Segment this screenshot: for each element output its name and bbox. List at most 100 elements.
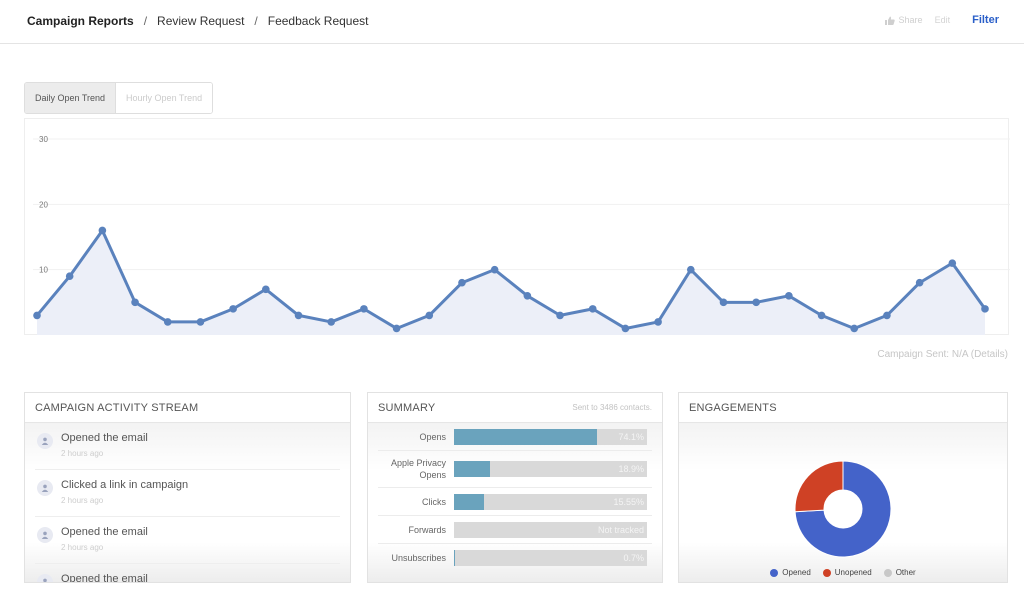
legend-dot-opened	[770, 568, 779, 577]
data-point[interactable]	[948, 259, 957, 267]
data-point[interactable]	[785, 292, 793, 300]
data-point[interactable]	[327, 318, 336, 326]
data-point[interactable]	[981, 305, 989, 313]
data-point[interactable]	[850, 324, 859, 333]
summary-row-value: 0.7%	[623, 553, 644, 563]
data-point[interactable]	[33, 311, 41, 320]
share-button[interactable]: Share	[884, 15, 923, 25]
breadcrumb-review-request[interactable]: Review Request	[157, 14, 245, 28]
data-point[interactable]	[490, 265, 499, 274]
summary-progress-bar: 74.1%	[454, 428, 647, 445]
engagements-legend: Opened Unopened Other	[679, 568, 1007, 577]
data-point[interactable]	[163, 318, 172, 326]
engagements-body: Opened Unopened Other	[679, 423, 1007, 582]
activity-item: Opened the email 2 hours ago	[35, 423, 340, 470]
data-point[interactable]	[654, 318, 662, 326]
donut-slice-unopened[interactable]	[794, 460, 844, 513]
thumbs-up-icon	[884, 16, 895, 25]
activity-time: 2 hours ago	[61, 496, 104, 505]
summary-progress-bar: Not tracked	[454, 521, 647, 538]
legend-item-other[interactable]: Other	[883, 568, 916, 577]
campaign-sent-details-link[interactable]: Campaign Sent: N/A (Details)	[877, 349, 1008, 360]
data-point[interactable]	[294, 311, 303, 320]
legend-label: Other	[895, 568, 916, 577]
activity-panel-title: CAMPAIGN ACTIVITY STREAM	[35, 401, 199, 414]
user-avatar-icon	[37, 480, 53, 496]
data-point[interactable]	[752, 298, 760, 307]
activity-time: 2 hours ago	[61, 543, 104, 552]
data-point[interactable]	[458, 278, 466, 287]
data-point[interactable]	[65, 272, 74, 280]
data-point[interactable]	[131, 298, 139, 307]
top-bar: Campaign Reports / Review Request / Feed…	[0, 0, 1024, 44]
data-point[interactable]	[915, 278, 924, 287]
activity-item: Opened the email	[35, 564, 340, 583]
user-avatar-icon	[37, 574, 53, 582]
legend-item-unopened[interactable]: Unopened	[822, 568, 872, 577]
summary-row-value: 18.9%	[618, 464, 644, 474]
breadcrumb-campaign-reports[interactable]: Campaign Reports	[27, 14, 134, 28]
summary-panel: SUMMARY Sent to 3486 contacts. Opens 74.…	[367, 392, 663, 583]
summary-progress-bar: 18.9%	[454, 461, 647, 477]
activity-time: 2 hours ago	[61, 449, 104, 458]
data-point[interactable]	[523, 292, 532, 300]
activity-item: Clicked a link in campaign 2 hours ago	[35, 470, 340, 517]
data-point[interactable]	[588, 305, 597, 313]
engagements-panel: ENGAGEMENTS Opened Unopened Other	[678, 392, 1008, 583]
y-tick-label: 30	[39, 135, 48, 144]
data-point[interactable]	[360, 305, 368, 313]
breadcrumb: Campaign Reports / Review Request / Feed…	[27, 14, 368, 28]
data-point[interactable]	[556, 311, 564, 320]
summary-row-label: Forwards	[408, 524, 446, 535]
activity-stream-list[interactable]: Opened the email 2 hours ago Clicked a l…	[25, 423, 350, 582]
summary-row-value: Not tracked	[597, 524, 644, 535]
legend-dot-other	[883, 568, 892, 577]
summary-row-label: Unsubscribes	[391, 553, 446, 563]
summary-progress-bar: 15.55%	[454, 493, 647, 510]
header-actions: Share Edit Filter	[884, 14, 999, 26]
summary-panel-header: SUMMARY Sent to 3486 contacts.	[368, 393, 662, 423]
data-point[interactable]	[392, 324, 401, 333]
y-tick-label: 20	[39, 200, 48, 209]
activity-text: Clicked a link in campaign	[61, 479, 189, 491]
summary-panel-title: SUMMARY	[378, 401, 436, 414]
summary-progress-fill	[454, 428, 597, 445]
activity-panel-header: CAMPAIGN ACTIVITY STREAM	[25, 393, 350, 423]
data-point[interactable]	[817, 311, 826, 320]
summary-sent-count: Sent to 3486 contacts.	[572, 403, 652, 412]
data-point[interactable]	[229, 305, 237, 313]
breadcrumb-separator: /	[254, 14, 258, 28]
summary-row-label: Clicks	[422, 496, 446, 507]
data-point[interactable]	[262, 285, 270, 294]
activity-text: Opened the email	[61, 526, 148, 538]
activity-text: Opened the email	[61, 573, 148, 583]
summary-row-label: Opens	[419, 431, 446, 442]
data-point[interactable]	[425, 311, 434, 320]
breadcrumb-feedback-request[interactable]: Feedback Request	[267, 14, 369, 28]
engagements-donut-chart	[794, 460, 892, 558]
trend-tabs: Daily Open Trend Hourly Open Trend	[24, 82, 214, 114]
summary-row-clicks: Clicks 15.55%	[378, 488, 652, 516]
summary-row-apple-privacy-opens: Apple Privacy Opens 18.9%	[378, 451, 652, 488]
breadcrumb-separator: /	[143, 14, 148, 28]
y-tick-label: 10	[39, 266, 48, 275]
user-avatar-icon	[37, 527, 53, 543]
summary-rows: Opens 74.1% Apple Privacy Opens 18.9% Cl…	[368, 423, 662, 582]
data-point[interactable]	[686, 265, 695, 274]
tab-daily-open-trend[interactable]: Daily Open Trend	[25, 83, 117, 113]
data-point[interactable]	[719, 298, 728, 307]
legend-dot-unopened	[822, 568, 831, 577]
filter-button[interactable]: Filter	[972, 14, 999, 26]
summary-row-label: Apple Privacy Opens	[390, 458, 446, 480]
edit-button[interactable]: Edit	[934, 15, 951, 25]
open-trend-chart: 10 20 30	[24, 118, 1010, 335]
donut-slice-opened[interactable]	[794, 460, 892, 558]
activity-text: Opened the email	[61, 432, 148, 444]
data-point[interactable]	[883, 311, 891, 320]
legend-item-opened[interactable]: Opened	[770, 568, 811, 577]
data-point[interactable]	[621, 324, 630, 333]
user-avatar-icon	[37, 433, 53, 449]
data-point[interactable]	[98, 226, 107, 235]
tab-hourly-open-trend[interactable]: Hourly Open Trend	[116, 83, 213, 113]
data-point[interactable]	[196, 318, 205, 326]
